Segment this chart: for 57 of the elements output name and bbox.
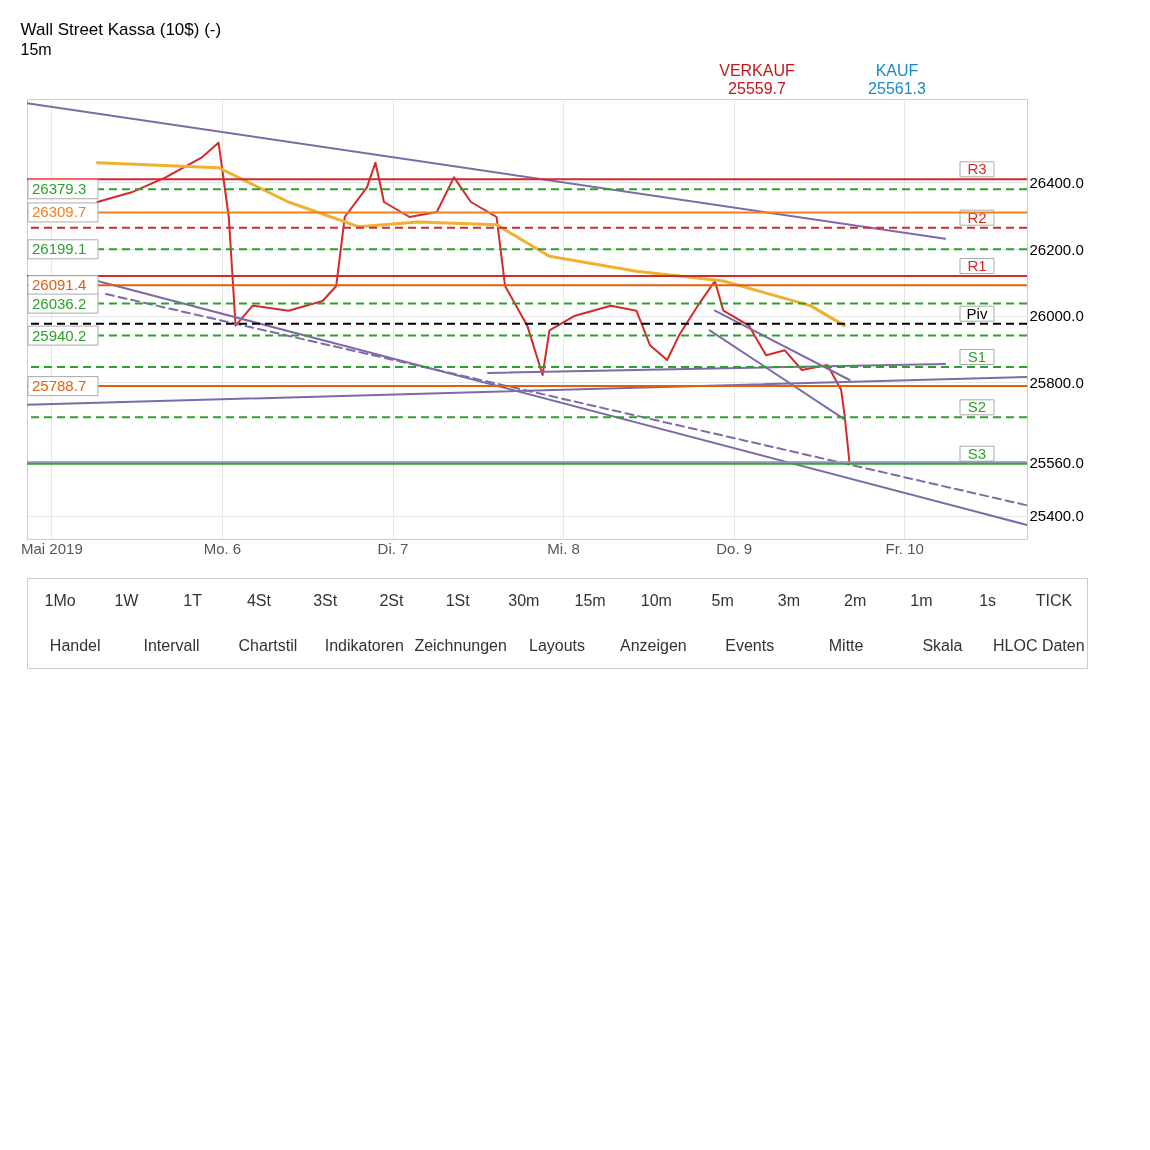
ref-line-label: 26036.2 — [32, 294, 87, 312]
text: Layouts — [528, 636, 586, 654]
text: 30m — [508, 591, 540, 609]
x-tick-label: Fr. 10 — [885, 539, 924, 557]
text: 1s — [979, 591, 997, 609]
x-tick-label: Mi. 8 — [547, 539, 580, 557]
ref-line-label: 26309.7 — [32, 203, 87, 221]
ref-line-label: S1 — [967, 348, 987, 365]
text: Intervall — [143, 636, 200, 654]
x-tick-label: Mai 2019 — [21, 539, 83, 557]
text: Mitte — [828, 636, 864, 654]
text: TICK — [1035, 591, 1073, 609]
text: 5m — [711, 591, 734, 609]
y-tick-label: 26200.0 — [1029, 240, 1084, 258]
text: 10m — [640, 591, 672, 609]
text: 15m — [574, 591, 606, 609]
ref-line-label: 26199.1 — [32, 240, 87, 258]
text: 1m — [910, 591, 933, 609]
text: VERKAUF 25559.7 — [719, 62, 796, 97]
ref-line-label: 25788.7 — [32, 377, 87, 395]
y-tick-label: 25560.0 — [1029, 453, 1084, 471]
text: Skala — [922, 636, 963, 654]
text: KAUF 25561.3 — [868, 62, 927, 97]
y-tick-label: 26000.0 — [1029, 307, 1084, 325]
x-tick-label: Do. 9 — [716, 539, 753, 557]
text: 1T — [183, 591, 203, 609]
text: 3St — [313, 591, 338, 609]
text: Handel — [49, 636, 101, 654]
chart-title: Wall Street Kassa (10$) (-) — [20, 20, 222, 39]
text: Indikatoren — [324, 636, 404, 654]
y-tick-label: 25800.0 — [1029, 373, 1084, 391]
text: 2m — [844, 591, 867, 609]
chart-subtitle: 15m — [20, 41, 52, 58]
ref-line-label: S2 — [967, 398, 987, 416]
y-tick-label: 26400.0 — [1029, 173, 1084, 191]
text: 1W — [114, 591, 140, 609]
y-tick-label: 25400.0 — [1029, 507, 1084, 525]
ref-line-label: 26379.3 — [32, 180, 87, 198]
ref-line-label: R3 — [967, 160, 987, 178]
text: 2St — [379, 591, 404, 609]
ref-line-label: 25940.2 — [32, 326, 87, 344]
x-tick-label: Mo. 6 — [203, 539, 242, 557]
ref-line-label: R1 — [967, 257, 987, 274]
text: 4St — [246, 591, 272, 609]
ref-line-label: S3 — [967, 444, 987, 462]
ref-line-label: Piv — [966, 304, 988, 322]
x-tick-label: Di. 7 — [377, 539, 409, 557]
ref-line-label: R2 — [967, 208, 987, 226]
ref-line-label: 26091.4 — [32, 276, 87, 294]
text: Anzeigen — [620, 636, 687, 654]
text: 1St — [445, 591, 471, 609]
text: 1Mo — [44, 591, 76, 609]
text: Events — [725, 636, 775, 654]
text: Chartstil — [238, 636, 298, 654]
text: HLOC Daten — [993, 636, 1085, 654]
text: 3m — [777, 591, 800, 609]
text: Zeichnungen — [414, 636, 507, 654]
